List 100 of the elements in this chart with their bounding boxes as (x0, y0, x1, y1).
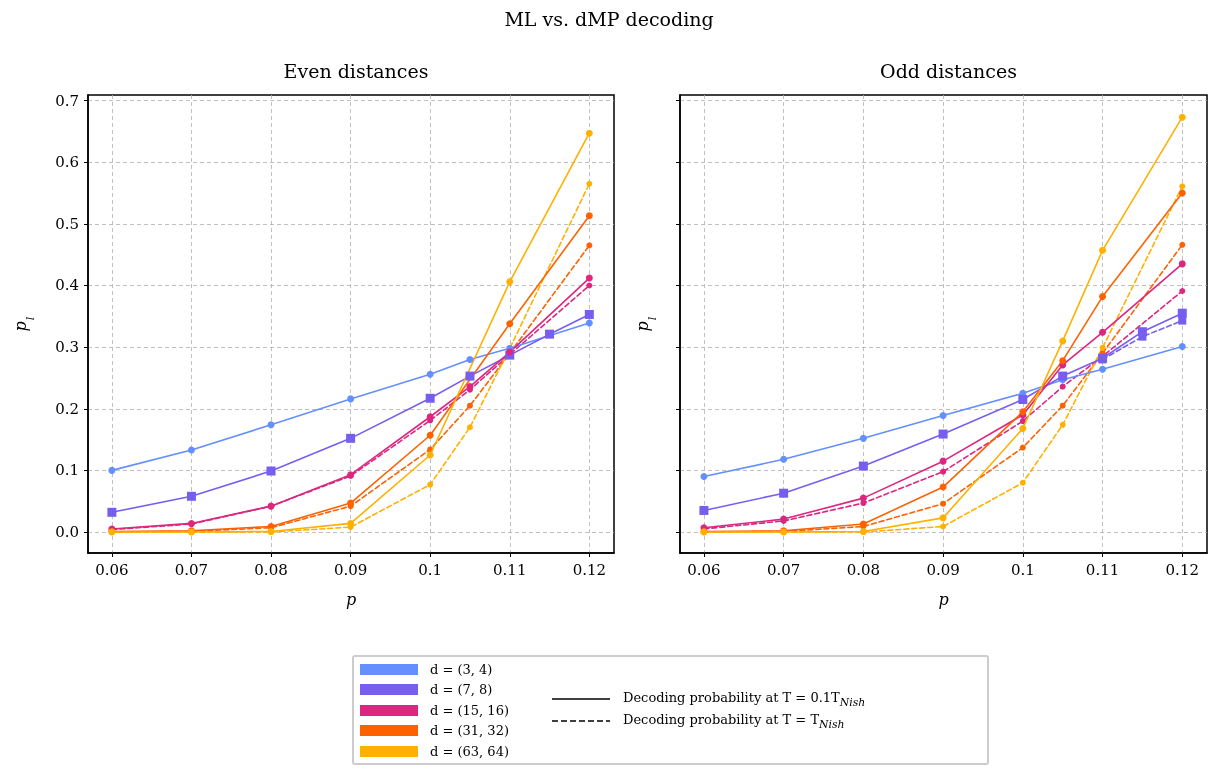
point (267, 421, 275, 429)
point (1059, 337, 1067, 345)
point (585, 129, 593, 137)
point (1178, 343, 1186, 350)
point (1019, 418, 1026, 425)
point (939, 457, 947, 465)
point (426, 431, 434, 439)
x-tick-label: 0.09 (333, 560, 368, 579)
x-tick-label: 0.07 (174, 560, 209, 579)
point (1099, 365, 1107, 373)
point (187, 446, 195, 454)
point (940, 468, 947, 475)
point (858, 461, 868, 471)
point (1177, 308, 1187, 318)
point (108, 466, 116, 474)
point (1099, 246, 1107, 254)
point (584, 309, 594, 319)
point (466, 424, 473, 431)
x-axis-title: p (938, 589, 949, 609)
point (427, 481, 434, 488)
x-tick-label: 0.06 (687, 560, 721, 579)
x-tick-label: 0.07 (766, 560, 801, 579)
point (426, 451, 434, 459)
x-tick-label: 0.12 (1165, 560, 1199, 579)
point (779, 488, 789, 498)
point (1099, 293, 1107, 301)
point (939, 412, 947, 420)
point (1179, 183, 1186, 190)
point (1018, 395, 1028, 405)
point (1179, 241, 1186, 248)
text: Decoding probability at T = T$_{Nish}$ (622, 711, 845, 731)
point (1178, 113, 1186, 121)
text: Decoding probability at T = 0.1T$_{Nish}$ (622, 689, 866, 709)
x-tick-label: 0.1 (418, 560, 443, 579)
legend-label: d = (31, 32) (430, 723, 509, 738)
point (585, 212, 593, 220)
x-tick-label: 0.08 (846, 560, 881, 579)
point (346, 433, 356, 443)
x-tick-label: 0.12 (572, 560, 607, 579)
point (1099, 328, 1107, 336)
point (425, 393, 435, 403)
point (1178, 189, 1186, 197)
y-tick-label: 0.6 (55, 153, 79, 172)
point (585, 319, 593, 327)
point (1178, 260, 1186, 268)
y-tick-label: 0.0 (55, 523, 79, 542)
y-axis-title: pl (632, 316, 659, 332)
point (940, 523, 947, 530)
x-tick-label: 0.08 (254, 560, 288, 579)
point (1179, 288, 1186, 295)
point (186, 491, 196, 501)
y-tick-label: 0.5 (55, 214, 79, 233)
chart-title: Even distances (283, 59, 429, 82)
point (1058, 371, 1068, 381)
legend-label: d = (15, 16) (430, 702, 509, 718)
chart-title: Odd distances (880, 59, 1017, 82)
point (859, 494, 867, 502)
point (466, 355, 474, 363)
y-axis-title: pl (10, 316, 37, 332)
point (780, 455, 788, 463)
point (107, 507, 117, 517)
point (506, 278, 514, 286)
point (938, 429, 948, 439)
point (347, 519, 355, 527)
point (545, 329, 555, 339)
point (1137, 327, 1147, 337)
point (347, 499, 355, 507)
x-axis-title: p (345, 589, 357, 609)
x-tick-label: 0.11 (493, 560, 527, 579)
point (1059, 421, 1066, 428)
point (266, 466, 276, 476)
y-tick-label: 0.2 (55, 399, 79, 418)
point (1019, 424, 1027, 432)
point (859, 434, 867, 442)
point (585, 274, 593, 282)
point (700, 473, 708, 481)
x-tick-label: 0.09 (926, 560, 960, 579)
point (466, 402, 473, 409)
legend-label: d = (63, 64) (430, 743, 509, 759)
point (939, 514, 947, 522)
point (1019, 444, 1026, 451)
point (586, 242, 593, 249)
point (347, 395, 355, 403)
y-tick-label: 0.3 (55, 338, 79, 357)
x-tick-label: 0.06 (95, 560, 129, 579)
point (586, 180, 593, 187)
point (1059, 357, 1067, 365)
legend-label: d = (7, 8) (430, 682, 493, 697)
y-tick-label: 0.1 (55, 461, 79, 480)
legend-label: d = (3, 4) (430, 661, 493, 677)
text: ML vs. dMP decoding (503, 8, 715, 30)
point (940, 500, 947, 507)
point (699, 505, 709, 515)
y-tick-label: 0.4 (55, 276, 79, 295)
point (426, 370, 434, 378)
point (465, 371, 475, 381)
y-tick-label: 0.7 (55, 91, 79, 110)
x-tick-label: 0.1 (1010, 560, 1035, 579)
point (1019, 479, 1026, 486)
x-tick-label: 0.11 (1085, 560, 1120, 579)
